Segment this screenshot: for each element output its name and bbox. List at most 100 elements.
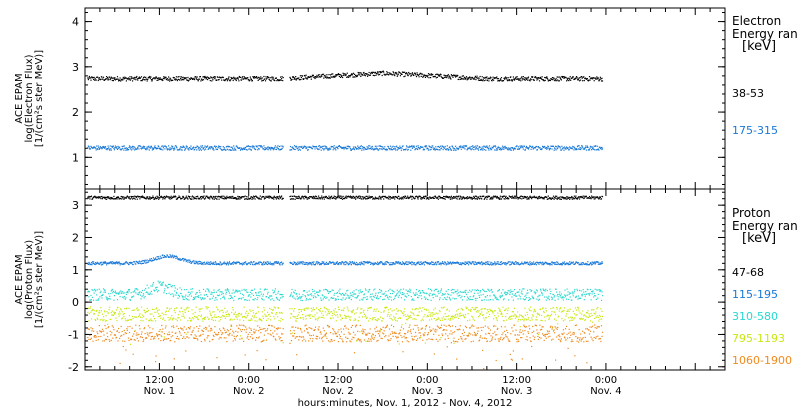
data-point (292, 76, 294, 78)
data-point (245, 289, 247, 291)
data-point (437, 261, 439, 263)
data-point (459, 78, 461, 80)
data-point (408, 294, 410, 296)
data-point (203, 76, 205, 78)
data-point (318, 291, 320, 293)
data-point (224, 263, 226, 265)
data-point (246, 263, 248, 266)
data-point (158, 257, 160, 259)
data-point (392, 290, 394, 292)
data-point (201, 145, 203, 147)
data-point (182, 298, 184, 300)
data-point (296, 295, 298, 297)
data-point (484, 197, 486, 200)
data-point (196, 76, 198, 78)
data-point (592, 78, 594, 80)
data-point (242, 262, 244, 264)
data-point (401, 197, 404, 199)
data-point (539, 261, 542, 263)
data-point (525, 147, 527, 149)
data-point (401, 147, 403, 149)
data-point (299, 146, 301, 148)
data-point (359, 299, 361, 301)
data-point (294, 77, 296, 79)
data-point (129, 198, 132, 200)
data-point (263, 261, 265, 263)
data-point (307, 294, 309, 296)
data-point (333, 262, 335, 264)
data-point (327, 263, 330, 265)
data-point (380, 198, 382, 200)
data-point (209, 198, 211, 200)
data-point (165, 76, 167, 78)
data-point (477, 79, 480, 81)
data-point (220, 298, 222, 300)
data-point (186, 259, 188, 261)
data-point (137, 262, 139, 264)
data-point (383, 148, 385, 150)
data-point (469, 296, 471, 298)
data-point (99, 292, 101, 294)
data-point (313, 196, 315, 198)
data-point (499, 295, 501, 297)
data-point (101, 147, 103, 149)
data-point (102, 78, 104, 80)
data-point (272, 196, 274, 198)
data-point (399, 261, 401, 264)
data-point (336, 196, 338, 198)
data-point (541, 149, 543, 151)
data-point (192, 147, 194, 149)
data-point (189, 293, 192, 295)
data-point (136, 148, 138, 150)
data-point (152, 147, 154, 149)
data-point (476, 197, 478, 199)
data-point (141, 80, 143, 82)
data-point (347, 76, 349, 78)
data-point (186, 299, 188, 301)
data-point (498, 197, 500, 200)
data-point (260, 145, 262, 147)
data-point (447, 149, 449, 151)
data-point (453, 197, 455, 199)
data-point (483, 80, 485, 82)
data-point (241, 77, 243, 79)
data-point (202, 196, 205, 198)
data-point (566, 80, 568, 82)
data-point (342, 147, 344, 149)
data-point (444, 297, 446, 299)
data-point (460, 297, 462, 299)
data-point (563, 261, 566, 263)
data-point (195, 146, 197, 148)
data-point (272, 76, 274, 78)
data-point (273, 264, 275, 266)
data-point (397, 292, 399, 294)
data-point (196, 292, 198, 294)
data-point (561, 264, 563, 266)
data-point (159, 281, 161, 283)
data-point (107, 77, 109, 79)
data-point (243, 196, 245, 198)
data-point (293, 261, 295, 263)
data-point (461, 146, 463, 148)
data-point (468, 77, 470, 79)
data-point (361, 198, 363, 200)
data-point (462, 145, 464, 147)
data-point (91, 264, 93, 266)
data-point (504, 78, 506, 80)
data-point (156, 256, 158, 258)
data-point (129, 299, 131, 301)
data-point (477, 196, 480, 198)
data-point (400, 72, 402, 75)
data-point (546, 148, 548, 150)
data-point (443, 195, 445, 198)
data-point (413, 263, 415, 265)
data-point (420, 145, 422, 148)
data-point (243, 288, 245, 290)
data-point (356, 261, 358, 264)
data-point (197, 195, 199, 197)
data-point (102, 293, 104, 296)
data-point (401, 293, 403, 295)
data-point (328, 149, 330, 151)
data-point (90, 263, 92, 265)
data-point (572, 261, 574, 263)
